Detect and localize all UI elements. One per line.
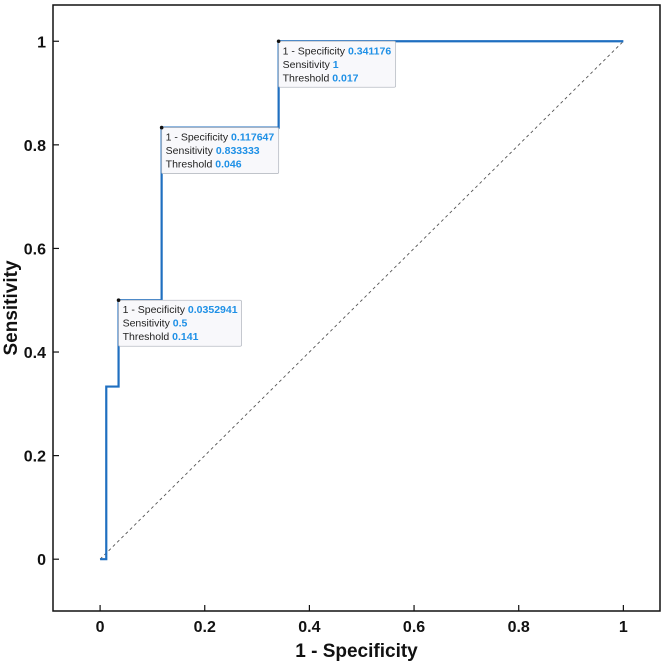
datatip-value: 1 <box>333 59 339 71</box>
datatip-label: 1 - Specificity <box>166 132 231 144</box>
datatip-label: Threshold <box>166 159 216 171</box>
datatip-line: 1 - Specificity 0.0352941 <box>123 304 238 316</box>
x-tick-label: 0.8 <box>508 619 530 636</box>
datatip-value: 0.017 <box>332 72 358 84</box>
x-tick-label: 0 <box>96 619 105 636</box>
datatip-line: Threshold 0.141 <box>123 331 199 343</box>
x-tick-label: 0.2 <box>194 619 216 636</box>
datatip-line: Sensitivity 1 <box>283 59 339 71</box>
datatip-value: 0.046 <box>215 159 241 171</box>
datatip-value: 0.341176 <box>348 45 391 57</box>
datatip-label: Sensitivity <box>123 318 173 330</box>
datatip-label: Sensitivity <box>283 59 333 71</box>
datatip-label: 1 - Specificity <box>283 45 348 57</box>
datatip-line: Threshold 0.017 <box>283 72 359 84</box>
x-tick-label: 0.4 <box>298 619 320 636</box>
datatip-line: Sensitivity 0.5 <box>123 318 188 330</box>
datatip-marker <box>116 298 121 303</box>
datatip-value: 0.117647 <box>231 132 274 144</box>
datatip-box <box>278 40 397 88</box>
datatip-label: Sensitivity <box>166 145 216 157</box>
datatip-label: 1 - Specificity <box>123 304 188 316</box>
datatip-value: 0.5 <box>173 318 188 330</box>
y-tick-label: 0.4 <box>24 345 46 362</box>
datatip-line: Threshold 0.046 <box>166 159 242 171</box>
datatip-line: 1 - Specificity 0.341176 <box>283 45 392 57</box>
x-axis-title: 1 - Specificity <box>295 641 418 662</box>
datatip-value: 0.141 <box>172 331 198 343</box>
x-tick-label: 0.6 <box>403 619 425 636</box>
y-tick-label: 0.6 <box>24 241 46 258</box>
datatip-box <box>161 127 280 174</box>
datatip-value: 0.0352941 <box>188 304 238 316</box>
datatip-line: Sensitivity 0.833333 <box>166 145 260 157</box>
reference-line <box>99 40 624 560</box>
x-tick-label: 1 <box>619 619 628 636</box>
datatip-value: 0.833333 <box>216 145 260 157</box>
y-axis: 0 0.2 0.4 0.6 0.8 1 <box>24 34 59 569</box>
y-tick-label: 0.8 <box>24 138 46 155</box>
y-tick-label: 0.2 <box>24 449 46 466</box>
datatip[interactable]: 1 - Specificity 0.341176 Sensitivity 1Thr… <box>276 39 397 88</box>
datatip-label: Threshold <box>123 331 173 343</box>
datatip-box <box>118 299 242 347</box>
y-axis-title: Sensitivity <box>1 260 22 355</box>
y-tick-label: 1 <box>37 34 46 51</box>
x-axis: 0 0.2 0.4 0.6 0.8 1 <box>96 605 628 636</box>
datatip-label: Threshold <box>283 72 333 84</box>
datatip-line: 1 - Specificity 0.117647 <box>166 132 275 144</box>
datatip-marker <box>276 39 281 44</box>
datatip-marker <box>159 125 164 130</box>
y-tick-label: 0 <box>37 552 46 569</box>
